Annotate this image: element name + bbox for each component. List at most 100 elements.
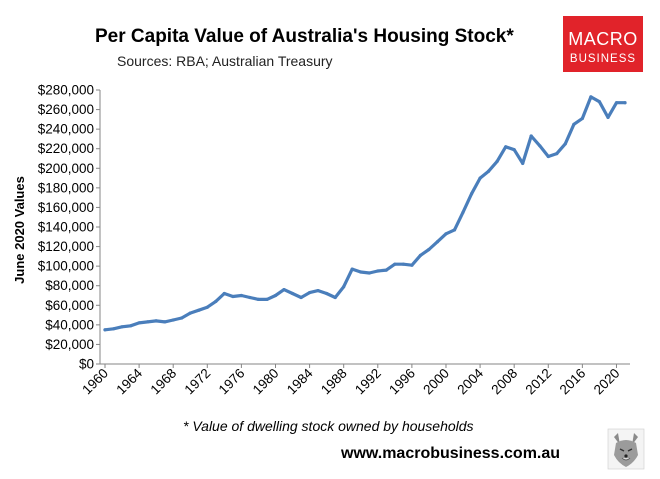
data-point (529, 134, 533, 138)
data-point (290, 291, 295, 296)
data-point (376, 269, 380, 273)
data-point (154, 319, 158, 323)
data-point (563, 142, 567, 146)
x-axis: 1960 1964 1968 1972 1976 1980 1984 1988 1992 1996… (79, 364, 623, 398)
data-point (103, 328, 107, 332)
data-point (435, 240, 440, 244)
data-point (418, 253, 422, 257)
y-tick-label: $200,000 (38, 161, 94, 176)
logo-line2: BUSINESS (570, 53, 636, 65)
data-point (180, 316, 184, 320)
data-point (487, 169, 491, 173)
x-tick-label: 1964 (113, 365, 145, 397)
data-point (606, 115, 610, 119)
data-point (538, 144, 542, 148)
y-tick-label: $40,000 (45, 317, 94, 332)
data-point (137, 321, 141, 325)
data-point (452, 228, 457, 232)
chart-subtitle: Sources: RBA; Australian Treasury (117, 53, 333, 69)
data-point (146, 320, 150, 324)
data-point (120, 325, 124, 329)
y-tick-label: $240,000 (38, 122, 94, 137)
x-tick-label: 1992 (352, 366, 384, 398)
data-point (461, 210, 465, 214)
data-point (393, 262, 397, 266)
data-point (359, 270, 363, 274)
data-point (214, 299, 218, 303)
wolf-icon (607, 428, 645, 470)
data-point (427, 247, 431, 252)
x-tick-label: 1984 (284, 365, 316, 397)
y-tick-label: $160,000 (38, 200, 94, 215)
data-point (333, 295, 337, 300)
x-tick-label: 2016 (557, 366, 589, 398)
data-point (273, 293, 278, 298)
data-point (163, 320, 167, 324)
data-point (384, 268, 388, 272)
y-axis: $0 $20,000 $40,000 $60,000 $80,000 $100,000 $1… (38, 83, 100, 372)
data-point (265, 297, 269, 301)
data-point (623, 101, 627, 105)
y-tick-label: $220,000 (38, 141, 94, 156)
y-axis-label: June 2020 Values (12, 176, 27, 284)
data-point (614, 101, 619, 105)
data-point (410, 263, 414, 267)
footnote: * Value of dwelling stock owned by house… (183, 418, 474, 434)
x-tick-label: 1976 (216, 366, 248, 398)
data-point (597, 100, 602, 104)
data-point (299, 295, 303, 300)
y-tick-label: $120,000 (38, 239, 94, 254)
data-point (129, 324, 133, 328)
y-tick-label: $260,000 (38, 102, 94, 117)
data-point (546, 154, 550, 159)
y-tick-label: $280,000 (38, 83, 94, 98)
data-point (367, 271, 371, 275)
data-point (188, 311, 192, 315)
y-tick-label: $140,000 (38, 220, 94, 235)
y-tick-label: $80,000 (45, 278, 94, 293)
data-point (580, 116, 585, 120)
data-point (589, 95, 593, 99)
data-point (197, 308, 201, 312)
x-tick-label: 2000 (420, 366, 452, 398)
data-point (205, 305, 209, 309)
data-point (342, 285, 346, 289)
x-tick-label: 2004 (454, 365, 486, 397)
x-tick-label: 1972 (182, 366, 214, 398)
data-point (350, 267, 354, 271)
data-point (521, 161, 525, 165)
data-point (316, 289, 320, 293)
y-tick-label: $100,000 (38, 259, 94, 274)
data-point (572, 122, 576, 126)
y-tick-label: $60,000 (45, 298, 94, 313)
data-point (222, 291, 226, 296)
website-url: www.macrobusiness.com.au (340, 445, 560, 462)
x-tick-label: 1996 (386, 366, 418, 398)
series-points (103, 95, 627, 332)
data-point (248, 295, 252, 300)
data-point (171, 318, 175, 322)
data-point (478, 176, 482, 180)
x-tick-label: 2008 (488, 366, 520, 398)
data-point (111, 327, 116, 331)
data-point (555, 152, 559, 156)
data-point (308, 291, 312, 295)
data-point (504, 145, 508, 149)
macrobusiness-logo: MACRO BUSINESS (563, 16, 643, 72)
data-point (239, 293, 243, 298)
data-point (444, 232, 448, 236)
data-point (401, 262, 405, 266)
data-point (325, 291, 329, 296)
y-tick-label: $20,000 (45, 337, 94, 352)
data-point (231, 294, 235, 299)
chart-title: Per Capita Value of Australia's Housing … (95, 26, 514, 47)
x-tick-label: 1988 (318, 366, 350, 398)
data-point (495, 159, 499, 163)
x-tick-label: 2012 (523, 366, 555, 398)
logo-line1: MACRO (568, 29, 638, 49)
data-point (512, 148, 516, 152)
series-line (103, 95, 627, 332)
data-point (470, 192, 474, 196)
x-tick-label: 1968 (147, 366, 179, 398)
